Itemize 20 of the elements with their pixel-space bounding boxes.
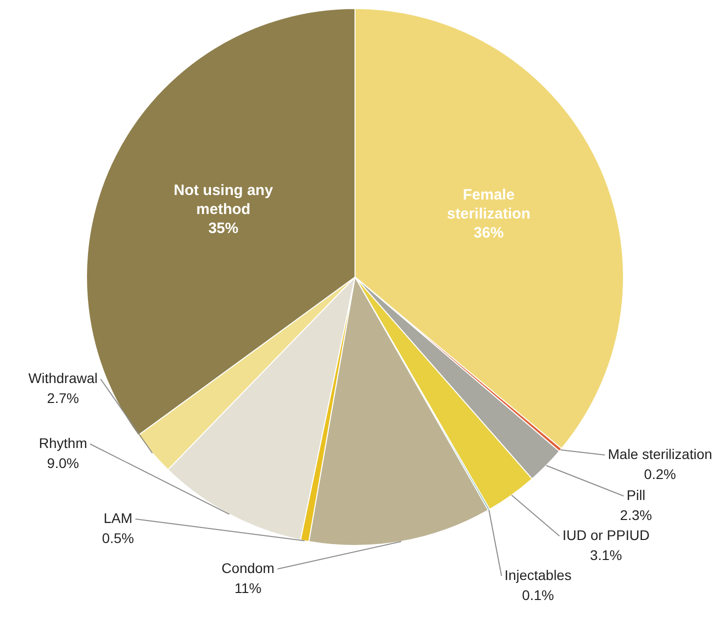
data-label: 35% (208, 220, 238, 238)
slice-label: Male sterilization (608, 446, 712, 462)
slice-label: Not using any method (174, 182, 274, 218)
slice-label: Condom (222, 560, 274, 576)
slice-label: Pill (626, 486, 646, 503)
data-label: 0.5% (102, 530, 134, 546)
slice-label: IUD or PPIUD (562, 526, 650, 543)
slice-label: Rhythm (38, 434, 88, 451)
slice-label: Injectables (504, 566, 572, 583)
data-label: 0.2% (644, 466, 676, 482)
data-label: 3.1% (590, 546, 622, 563)
data-label: 2.7% (47, 390, 79, 406)
data-label: 9.0% (47, 454, 79, 471)
data-label: 2.3% (620, 506, 652, 523)
data-label: 11% (234, 580, 262, 596)
slice-label: LAM (104, 510, 132, 526)
slice-label: Female sterilization (447, 186, 530, 222)
slice-label: Withdrawal (28, 370, 98, 386)
data-label: 0.1% (522, 586, 554, 603)
data-label: 36% (474, 224, 504, 242)
